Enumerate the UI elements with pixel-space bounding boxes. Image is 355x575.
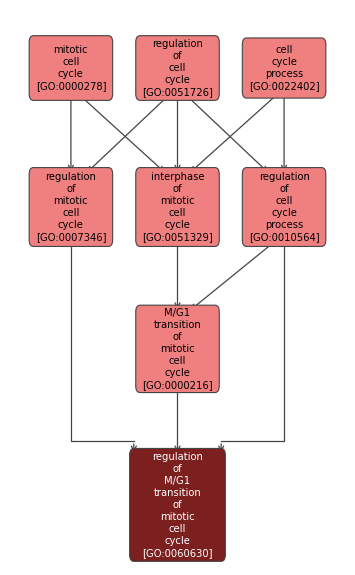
Text: cell
cycle
process
[GO:0022402]: cell cycle process [GO:0022402] <box>249 45 320 91</box>
FancyBboxPatch shape <box>29 36 113 101</box>
FancyBboxPatch shape <box>130 448 225 561</box>
Text: M/G1
transition
of
mitotic
cell
cycle
[GO:0000216]: M/G1 transition of mitotic cell cycle [G… <box>142 308 213 390</box>
FancyBboxPatch shape <box>242 38 326 98</box>
FancyBboxPatch shape <box>136 305 219 393</box>
FancyBboxPatch shape <box>136 36 219 101</box>
Text: regulation
of
mitotic
cell
cycle
[GO:0007346]: regulation of mitotic cell cycle [GO:000… <box>36 172 106 242</box>
Text: mitotic
cell
cycle
[GO:0000278]: mitotic cell cycle [GO:0000278] <box>36 45 106 91</box>
FancyBboxPatch shape <box>29 167 113 247</box>
Text: regulation
of
M/G1
transition
of
mitotic
cell
cycle
[GO:0060630]: regulation of M/G1 transition of mitotic… <box>142 452 213 558</box>
FancyBboxPatch shape <box>136 167 219 247</box>
Text: regulation
of
cell
cycle
process
[GO:0010564]: regulation of cell cycle process [GO:001… <box>249 172 320 242</box>
Text: interphase
of
mitotic
cell
cycle
[GO:0051329]: interphase of mitotic cell cycle [GO:005… <box>142 172 213 242</box>
FancyBboxPatch shape <box>242 167 326 247</box>
Text: regulation
of
cell
cycle
[GO:0051726]: regulation of cell cycle [GO:0051726] <box>142 39 213 97</box>
